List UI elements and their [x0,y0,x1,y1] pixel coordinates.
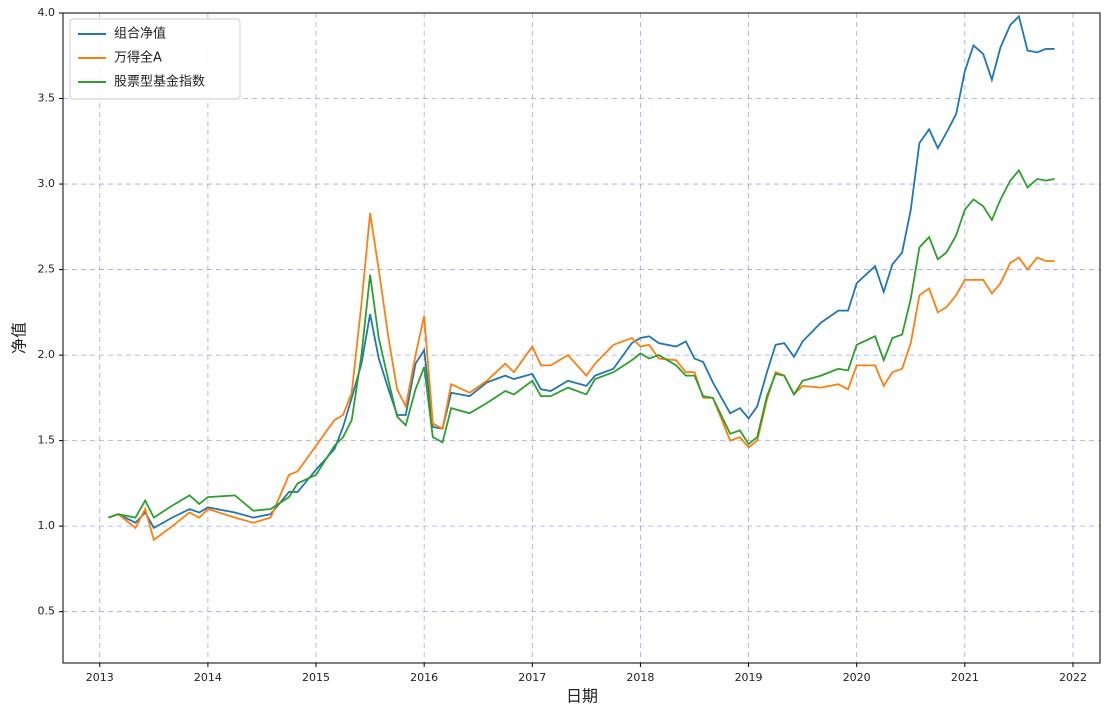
y-axis-label: 净值 [10,322,29,354]
legend-box [69,18,241,100]
plot-frame [62,12,1101,664]
x-tick-label: 2015 [302,671,330,684]
x-tick-label: 2013 [86,671,114,684]
x-tick-label: 2016 [410,671,438,684]
series-line [108,14,1055,530]
x-tick-label: 2021 [951,671,979,684]
legend-label: 组合净值 [114,26,166,42]
legend-label: 万得全A [114,50,162,66]
series-line [108,212,1055,542]
x-tick-label: 2022 [1059,671,1087,684]
y-tick-label: 2.5 [38,263,56,276]
x-axis-label: 日期 [566,687,598,706]
x-tick-label: 2018 [626,671,654,684]
y-tick-label: 3.5 [38,92,56,105]
series-line [108,168,1055,519]
y-tick-label: 0.5 [38,605,56,618]
y-tick-label: 1.0 [38,519,56,532]
x-tick-label: 2017 [518,671,546,684]
x-tick-label: 2019 [735,671,763,684]
y-tick-label: 2.0 [38,348,56,361]
x-tick-label: 2014 [194,671,222,684]
y-tick-label: 4.0 [38,6,56,19]
y-tick-label: 1.5 [38,434,56,447]
x-tick-label: 2020 [843,671,871,684]
y-tick-label: 3.0 [38,177,56,190]
legend-label: 股票型基金指数 [114,74,205,90]
